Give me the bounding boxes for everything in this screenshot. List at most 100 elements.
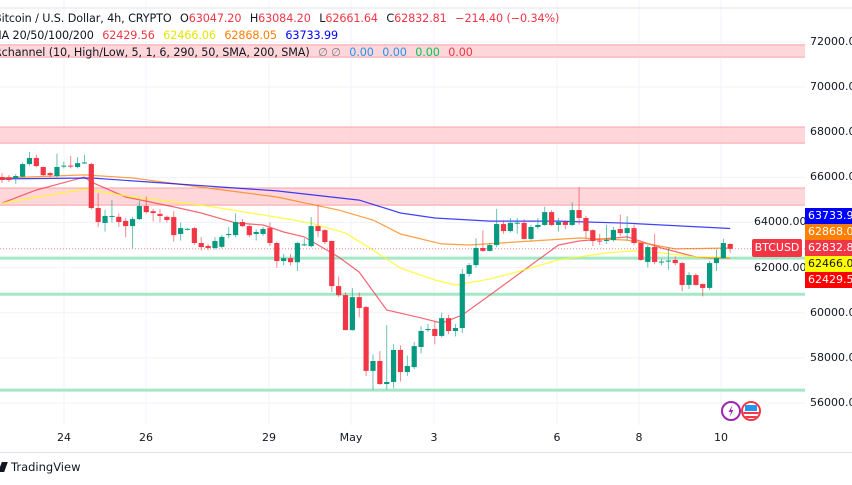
candle-down (679, 263, 685, 285)
us-flag-icon[interactable] (741, 401, 761, 421)
high-value: 63084.20 (258, 12, 311, 25)
ma-line-ma50 (1, 188, 731, 286)
candle-up (294, 243, 301, 263)
candle-up (535, 224, 541, 227)
candle-down (432, 328, 438, 336)
resistance-zone (0, 187, 805, 206)
rchannel-value: 0.00 (382, 46, 407, 59)
candle-down (693, 275, 699, 285)
legend-rchannel: Rchannel (10, High/Low, 5, 1, 6, 290, 50… (0, 46, 478, 59)
candle-down (274, 243, 280, 262)
candle-down (597, 240, 603, 242)
candle-up (603, 239, 610, 241)
candle-up (487, 245, 493, 251)
price-axis-label: 60000.00 (810, 305, 852, 319)
price-axis-label: 62000.00 (752, 260, 809, 275)
rchannel-value: 0.00 (448, 46, 473, 59)
candle-down (445, 318, 452, 331)
candle-down (590, 230, 596, 241)
candle-up (26, 157, 33, 165)
rchannel-label[interactable]: Rchannel (10, High/Low, 5, 1, 6, 290, 50… (0, 46, 310, 59)
open-label: O (180, 12, 189, 25)
candle-up (686, 275, 692, 285)
candle-down (480, 247, 486, 251)
candle-down (68, 165, 74, 167)
candle-down (143, 206, 149, 213)
low-label: L (319, 12, 326, 25)
ma100-value: 62868.05 (224, 29, 277, 42)
symbol-title[interactable]: Bitcoin / U.S. Dollar, 4h, CRYPTO (0, 12, 172, 25)
candle-up (301, 244, 307, 246)
candle-down (363, 307, 369, 371)
resistance-zone (0, 127, 805, 144)
candle-up (308, 226, 314, 247)
ma-line-ma100 (1, 174, 731, 250)
candle-up (473, 247, 479, 266)
candle-down (164, 216, 170, 220)
ma50-value: 62466.06 (163, 29, 216, 42)
candle-down (123, 220, 129, 227)
candle-down (315, 226, 321, 232)
candle-down (157, 213, 163, 216)
brand-name: TradingView (11, 460, 81, 474)
candle-down (562, 222, 568, 225)
candle-up (74, 163, 81, 167)
resistance-zone (0, 44, 805, 58)
candle-up (404, 365, 410, 373)
lightning-icon[interactable] (721, 401, 741, 421)
price-axis-label: 72000.00 (810, 35, 852, 48)
ma-line-ma200 (1, 177, 731, 230)
rchannel-value: 0.00 (415, 46, 440, 59)
ma-label[interactable]: MA 20/50/100/200 (0, 29, 94, 42)
ma200-value: 63733.99 (285, 29, 338, 42)
candle-up (459, 273, 465, 329)
price-tag: 62429.56 (805, 272, 852, 288)
time-axis-label: 24 (57, 431, 71, 444)
candle-up (610, 229, 617, 241)
time-axis-label: 10 (714, 431, 728, 444)
candle-down (239, 222, 246, 227)
candle-up (253, 231, 259, 234)
change-value: −214.40 (−0.34%) (455, 12, 560, 25)
candle-down (287, 258, 294, 263)
candle-up (178, 228, 184, 234)
candle-down (549, 212, 555, 225)
candle-down (33, 157, 39, 167)
price-tag: 62466.06 (805, 256, 852, 272)
candle-up (514, 222, 520, 224)
candle-up (569, 210, 575, 225)
price-axis-label: 70000.00 (810, 80, 852, 94)
candle-down (700, 284, 706, 288)
candle-down (205, 245, 211, 248)
candle-up (713, 258, 720, 264)
price-axis-label: 56000.00 (810, 395, 852, 409)
candle-down (198, 243, 204, 248)
price-axis-label: 66000.00 (810, 170, 852, 184)
candle-down (397, 349, 404, 373)
candle-down (638, 243, 644, 260)
candle-up (707, 263, 713, 288)
candle-up (219, 236, 225, 247)
open-value: 63047.20 (188, 12, 242, 25)
candle-down (6, 177, 12, 181)
candle-down (191, 228, 197, 244)
price-axis-label: 68000.00 (810, 125, 852, 139)
ma20-value: 62429.56 (102, 29, 155, 42)
candle-up (418, 330, 424, 348)
close-label: C (386, 12, 395, 25)
close-value: 62832.81 (394, 12, 447, 25)
candle-up (61, 165, 67, 167)
candle-down (521, 222, 527, 239)
candle-down (672, 259, 678, 264)
candle-down (95, 208, 101, 223)
time-axis-label: 26 (139, 431, 153, 444)
tradingview-logo[interactable]: TradingView (0, 460, 80, 474)
candle-up (720, 243, 726, 259)
candle-down (322, 230, 328, 243)
candle-up (232, 222, 239, 236)
candle-up (20, 164, 26, 177)
price-chart[interactable] (0, 0, 852, 452)
chart-footer-divider (0, 452, 852, 453)
candle-down (116, 216, 122, 223)
price-tag: 63733.99 (805, 208, 852, 224)
